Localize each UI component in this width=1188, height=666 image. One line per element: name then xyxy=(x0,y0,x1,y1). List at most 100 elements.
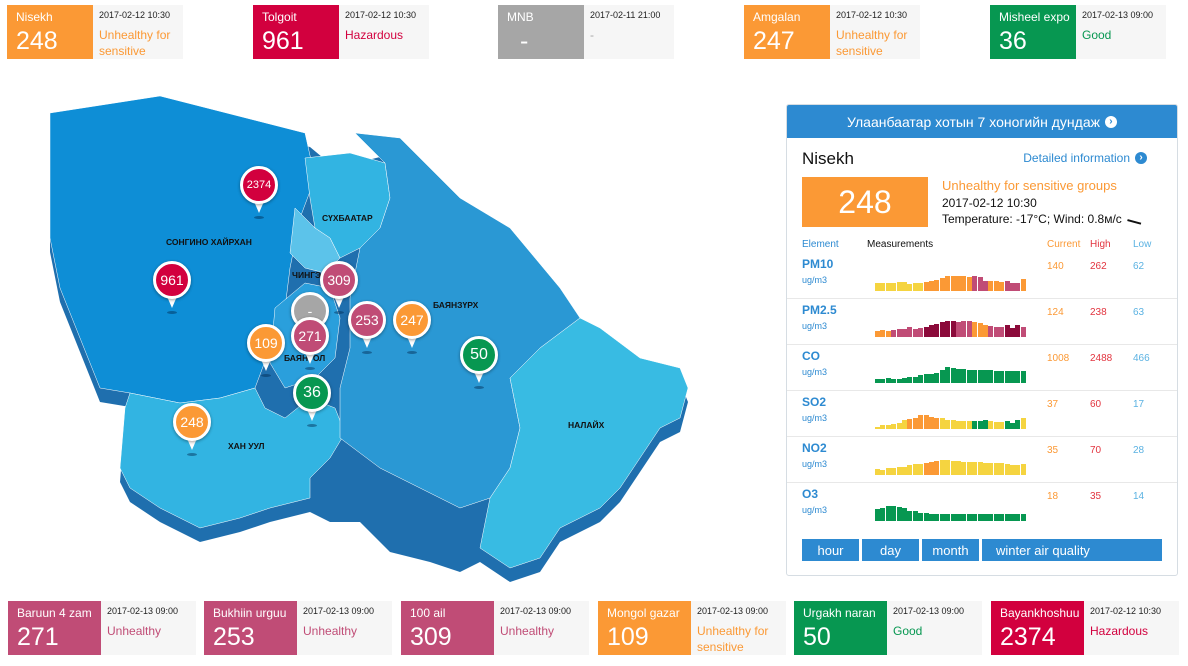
map-pin-mongol-gazar[interactable]: 109 xyxy=(247,324,285,377)
map-pin-baruun-4-zam[interactable]: 271 xyxy=(291,317,329,370)
sparkline-bar xyxy=(939,322,945,337)
sparkline-bar xyxy=(907,511,913,521)
sparkline-bar xyxy=(929,374,934,383)
district-label-songinokhairkhan: СОНГИНО ХАЙРХАН xyxy=(166,237,252,247)
sparkline-bar xyxy=(961,421,967,429)
sparkline-bar xyxy=(885,468,891,475)
station-card-amgalan[interactable]: Amgalan 247 2017-02-12 10:30 Unhealthy f… xyxy=(744,5,920,59)
aqi-box: Amgalan 247 xyxy=(744,5,830,59)
element-row-pm25[interactable]: PM2.5 ug/m3 124 238 63 xyxy=(787,299,1177,345)
map-pin-bukhiin-urguu[interactable]: 253 xyxy=(348,301,386,354)
district-label-nalaikh: НАЛАЙХ xyxy=(568,420,605,430)
sparkline-bar xyxy=(929,325,934,337)
station-card-bayankhoshuu[interactable]: Bayankhoshuu 2374 2017-02-12 10:30 Hazar… xyxy=(991,601,1179,655)
aqi-box: Baruun 4 zam 271 xyxy=(8,601,101,655)
high-value: 60 xyxy=(1090,399,1102,410)
period-tabs: hour day month winter air quality xyxy=(802,539,1162,561)
aqi-value: 961 xyxy=(262,27,304,55)
header-title: Улаанбаатар хотын 7 хоногийн дундаж xyxy=(847,113,1100,130)
map-pin-misheel-expo[interactable]: 36 xyxy=(293,374,331,427)
element-name: O3 xyxy=(802,487,819,501)
sparkline-bar xyxy=(956,421,961,429)
status-text: Unhealthy for sensitive xyxy=(836,28,908,58)
tab-winter-air-quality[interactable]: winter air quality xyxy=(982,539,1162,561)
station-name: Amgalan xyxy=(753,10,801,24)
element-row-no2[interactable]: NO2 ug/m3 35 70 28 xyxy=(787,437,1177,483)
station-name: Urgakh naran xyxy=(803,606,876,620)
station-card-baruun-4-zam[interactable]: Baruun 4 zam 271 2017-02-13 09:00 Unheal… xyxy=(8,601,196,655)
sparkline-bar xyxy=(988,463,994,475)
tab-month[interactable]: month xyxy=(922,539,979,561)
sparkline-bar xyxy=(918,415,924,429)
sparkline-bar xyxy=(950,420,956,429)
aqi-value: 36 xyxy=(999,27,1027,55)
weekly-average-header[interactable]: Улаанбаатар хотын 7 хоногийн дундаж › xyxy=(787,105,1177,138)
station-detail-panel: Улаанбаатар хотын 7 хоногийн дундаж › Ni… xyxy=(786,104,1178,576)
map-pin-tolgoit[interactable]: 961 xyxy=(153,261,191,314)
timestamp: 2017-02-13 09:00 xyxy=(1082,10,1154,20)
element-row-pm10[interactable]: PM10 ug/m3 140 262 62 xyxy=(787,253,1177,299)
sparkline-bar xyxy=(950,368,956,383)
pin-value: 2374 xyxy=(240,166,278,204)
detailed-info-link[interactable]: Detailed information › xyxy=(1023,151,1147,165)
element-unit: ug/m3 xyxy=(802,275,828,285)
panel-station-name: Nisekh xyxy=(802,149,854,168)
element-name: NO2 xyxy=(802,441,827,455)
element-row-co[interactable]: CO ug/m3 1008 2488 466 xyxy=(787,345,1177,391)
sparkline-bar xyxy=(896,423,902,429)
station-card-bukhiin-urguu[interactable]: Bukhiin urguu 253 2017-02-13 09:00 Unhea… xyxy=(204,601,392,655)
map-pin-amgalan[interactable]: 247 xyxy=(393,301,431,354)
station-card-misheel-expo[interactable]: Misheel expo 36 2017-02-13 09:00 Good xyxy=(990,5,1166,59)
station-name: Bayankhoshuu xyxy=(1000,606,1080,620)
map-pin-bayankhoshuu[interactable]: 2374 xyxy=(240,166,278,219)
sparkline-bar xyxy=(1020,371,1026,383)
station-card-tolgoit[interactable]: Tolgoit 961 2017-02-12 10:30 Hazardous xyxy=(253,5,429,59)
sparkline-bar xyxy=(956,461,961,475)
sparkline-bar xyxy=(907,327,913,337)
map-pin-urgakh-naran[interactable]: 50 xyxy=(460,336,498,389)
sparkline-bar xyxy=(988,281,994,291)
sparkline-bar xyxy=(999,422,1005,429)
sparkline-bar xyxy=(945,321,951,337)
sparkline-bar xyxy=(907,377,913,383)
sparkline-bar xyxy=(939,514,945,521)
station-name: Tolgoit xyxy=(262,10,297,24)
tab-hour[interactable]: hour xyxy=(802,539,859,561)
aqi-box: Misheel expo 36 xyxy=(990,5,1076,59)
sparkline-bar xyxy=(1015,514,1021,521)
station-card-mongol-gazar[interactable]: Mongol gazar 109 2017-02-13 09:00 Unheal… xyxy=(598,601,786,655)
sparkline-bar xyxy=(988,370,994,383)
status-text: - xyxy=(590,28,594,42)
col-element: Element xyxy=(802,239,839,250)
element-row-so2[interactable]: SO2 ug/m3 37 60 17 xyxy=(787,391,1177,437)
measurement-sparkline xyxy=(875,261,1027,291)
status-text: Good xyxy=(893,624,923,638)
sparkline-bar xyxy=(993,371,999,383)
sparkline-bar xyxy=(918,375,924,383)
sparkline-bar xyxy=(983,370,988,383)
sparkline-bar xyxy=(1015,465,1021,475)
station-card-nisekh[interactable]: Nisekh 248 2017-02-12 10:30 Unhealthy fo… xyxy=(7,5,183,59)
sparkline-bar xyxy=(885,331,891,337)
high-value: 35 xyxy=(1090,491,1102,502)
status-text: Hazardous xyxy=(1090,624,1149,638)
tab-day[interactable]: day xyxy=(862,539,919,561)
sparkline-bar xyxy=(983,463,988,475)
station-card-mnb[interactable]: MNB - 2017-02-11 21:00 - xyxy=(498,5,674,59)
sparkline-bar xyxy=(923,327,929,337)
sparkline-bar xyxy=(902,282,907,291)
sparkline-bar xyxy=(1015,420,1021,429)
sparkline-bar xyxy=(1010,328,1015,337)
sparkline-bar xyxy=(988,421,994,429)
station-card-urgakh-naran[interactable]: Urgakh naran 50 2017-02-13 09:00 Good xyxy=(794,601,982,655)
station-card-100-ail[interactable]: 100 ail 309 2017-02-13 09:00 Unhealthy xyxy=(401,601,589,655)
district-map: СОНГИНО ХАЙРХАН СҮХБААТАР ЧИНГЭ БАЯНЗҮРХ… xyxy=(40,88,700,598)
sparkline-bar xyxy=(902,467,907,475)
map-pin-100-ail[interactable]: 309 xyxy=(320,261,358,314)
element-row-o3[interactable]: O3 ug/m3 18 35 14 xyxy=(787,483,1177,529)
high-value: 238 xyxy=(1090,307,1107,318)
map-pin-nisekh[interactable]: 248 xyxy=(173,403,211,456)
aqi-box: Bayankhoshuu 2374 xyxy=(991,601,1084,655)
sparkline-bar xyxy=(875,283,880,291)
aqi-value: 50 xyxy=(803,623,831,651)
